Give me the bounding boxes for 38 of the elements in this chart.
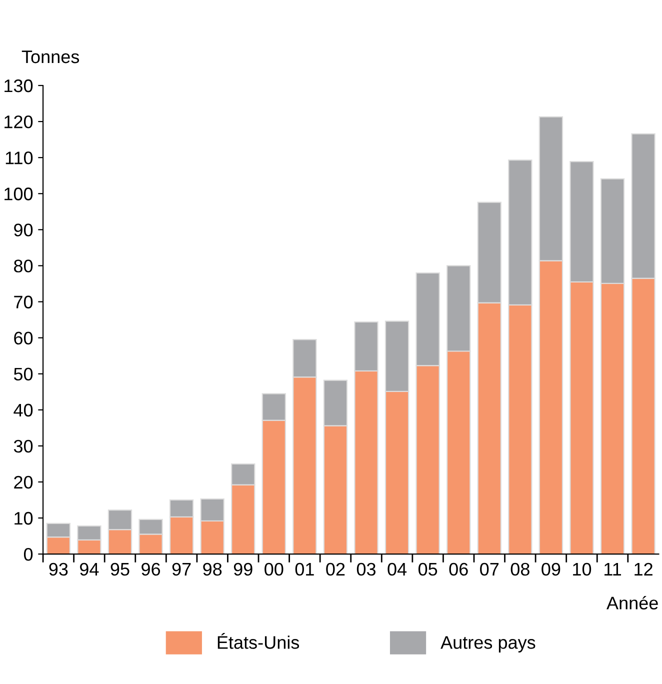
- y-tick-label: 70: [14, 296, 33, 308]
- legend-label: Autres pays: [440, 636, 536, 652]
- x-tick-label: 10: [573, 562, 592, 576]
- x-tick-label: 01: [295, 562, 314, 576]
- x-tick-label: 08: [510, 562, 530, 576]
- y-tick-label: 60: [14, 332, 33, 345]
- x-tick-label: 02: [326, 562, 345, 576]
- x-tick-label: 03: [356, 562, 376, 576]
- y-tick-label: 120: [4, 115, 33, 128]
- x-tick-label: 00: [264, 562, 284, 576]
- y-tick-label: 80: [14, 260, 33, 272]
- x-tick-label: 98: [203, 562, 222, 576]
- x-tick-label: 97: [172, 562, 191, 576]
- y-tick-label: 90: [14, 224, 33, 236]
- y-tick-label: 50: [14, 368, 33, 381]
- x-tick-label: 05: [418, 562, 438, 576]
- x-tick-label: 04: [388, 562, 407, 576]
- x-tick-label: 07: [480, 562, 499, 576]
- legend-label: États-Unis: [218, 633, 300, 649]
- y-tick-label: 40: [14, 404, 33, 417]
- x-tick-label: 11: [604, 563, 622, 576]
- y-axis-title: Tonnes: [22, 50, 80, 64]
- x-tick-label: 06: [449, 562, 468, 576]
- x-axis-title: Année: [606, 596, 658, 610]
- x-tick-label: 94: [80, 562, 99, 576]
- y-tick-label: 100: [4, 188, 33, 200]
- y-tick-label: 130: [4, 79, 33, 92]
- x-tick-label: 95: [110, 562, 130, 576]
- y-tick-label: 30: [14, 440, 33, 453]
- x-tick-label: 09: [542, 562, 560, 576]
- y-tick-label: 110: [6, 152, 33, 164]
- x-tick-label: 93: [49, 562, 68, 576]
- x-tick-label: 99: [234, 562, 252, 576]
- y-tick-label: 10: [14, 512, 33, 525]
- y-tick-label: 0: [24, 548, 33, 561]
- x-tick-label: 12: [634, 562, 652, 576]
- y-tick-label: 20: [14, 476, 33, 489]
- x-tick-label: 96: [142, 562, 160, 576]
